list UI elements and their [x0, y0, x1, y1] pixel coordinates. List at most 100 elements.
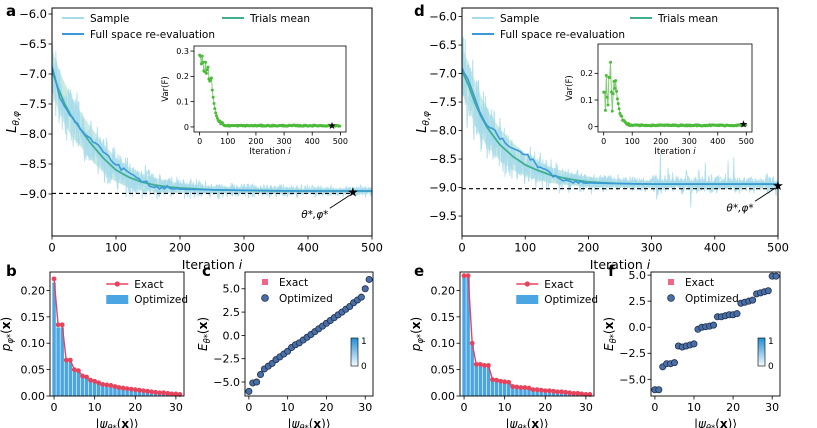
colorbar-min-label: 0 — [361, 362, 367, 372]
exact-point — [481, 362, 487, 368]
legend-label-exact: Exact — [544, 279, 573, 291]
panel-c: 0 10 20 30−5.0−2.50.02.55.0 ExactOptimized10… — [196, 271, 374, 428]
y-tick-label: 0.05 — [431, 364, 456, 377]
exact-point — [71, 367, 77, 373]
optimized-bar — [72, 370, 77, 396]
x-tick-label: 300 — [233, 241, 255, 255]
optimum-star: ★ — [772, 179, 784, 194]
x-tick-label: 30 — [169, 401, 183, 414]
legend-swatch-optimized — [516, 295, 539, 304]
exact-point — [63, 357, 69, 363]
variance-point — [606, 103, 610, 107]
optimized-bar — [486, 365, 491, 396]
legend-label-optimized: Optimized — [279, 293, 333, 305]
legend-label-optimized: Optimized — [685, 293, 739, 305]
exact-point — [490, 377, 495, 383]
optimized-point — [361, 285, 369, 293]
variance-point — [614, 79, 618, 83]
optimized-point — [670, 359, 678, 367]
variance-point — [204, 71, 208, 75]
panel-d: 0 100 200 300 400 500 −9.5 −9.0 −8.5 −8.0 −7.5 −7.0… — [415, 7, 789, 272]
x-tick-label: 10 — [687, 401, 701, 414]
optimized-bar — [470, 344, 474, 396]
y-tick-label: −2.5 — [619, 347, 646, 360]
variance-point — [338, 124, 342, 128]
x-tick-label: 300 — [641, 241, 663, 255]
optimized-bar — [482, 365, 487, 396]
y-tick-label: −5.0 — [619, 373, 646, 386]
x-tick-label: 400 — [305, 137, 320, 146]
exact-point — [76, 368, 81, 374]
legend-marker-optimized — [667, 294, 675, 302]
optimized-bar — [129, 389, 133, 396]
legend-label-exact: Exact — [134, 279, 163, 291]
x-tick-label: 100 — [625, 137, 640, 146]
variance-point — [605, 95, 609, 99]
axes-frame — [51, 7, 373, 237]
optimized-bar — [490, 380, 495, 396]
optimized-bar — [519, 387, 523, 396]
exact-point — [579, 391, 585, 397]
optimized-bar — [105, 385, 109, 396]
y-tick-label: 0.1 — [176, 98, 189, 107]
optimized-point — [245, 387, 253, 395]
y-tick-label: −7.5 — [429, 95, 457, 109]
y-tick-label: −5.0 — [213, 376, 240, 389]
optimized-bar — [68, 361, 73, 396]
legend-label-exact: Exact — [279, 277, 308, 289]
optimized-bar — [507, 382, 511, 396]
legend-label-exact: Exact — [685, 277, 714, 289]
optimized-bar — [511, 387, 515, 396]
exact-point — [477, 361, 483, 367]
exact-point — [559, 389, 564, 395]
optimized-bar — [462, 277, 466, 396]
y-tick-label: 0 — [184, 123, 189, 132]
optimized-point — [772, 272, 780, 280]
exact-point — [571, 390, 577, 396]
panel-label-e: e — [414, 262, 424, 280]
exact-point — [534, 387, 540, 393]
exact-point — [108, 383, 114, 388]
x-tick-label: 0 — [461, 401, 468, 414]
optimized-bar — [531, 389, 535, 396]
x-tick-label: 100 — [220, 137, 235, 146]
y-tick-label: −7.0 — [429, 67, 457, 81]
y-axis-label: Lθ,φ — [5, 111, 22, 133]
exact-point — [510, 384, 516, 389]
colorbar-max-label: 1 — [361, 337, 367, 347]
optimized-bar — [515, 387, 519, 396]
exact-point — [530, 387, 536, 393]
y-tick-label: 2.5 — [223, 306, 241, 319]
optimum-arrow — [754, 187, 776, 202]
exact-point — [92, 378, 98, 384]
y-tick-label: 0.0 — [223, 329, 241, 342]
legend-label-full: Full space re-evaluation — [500, 29, 625, 41]
y-tick-label: 0.2 — [176, 72, 189, 81]
exact-point — [149, 389, 154, 395]
colorbar-min-label: 0 — [768, 362, 774, 372]
exact-point — [136, 387, 142, 393]
x-tick-label: 500 — [333, 137, 348, 146]
exact-point — [461, 273, 467, 279]
optimized-bar — [125, 389, 129, 396]
y-tick-label: 2.5 — [629, 295, 647, 308]
x-tick-label: 500 — [361, 241, 383, 255]
optimized-bar — [498, 381, 503, 396]
variance-point — [215, 114, 219, 118]
optimum-star: ★ — [347, 186, 359, 201]
exact-point — [67, 357, 73, 363]
exact-point — [153, 389, 158, 395]
y-tick-label: 0.00 — [21, 390, 46, 403]
x-axis-label: |ψθ*(x)⟩ — [287, 417, 330, 428]
exact-point — [157, 390, 163, 396]
optimized-point — [749, 296, 757, 304]
x-tick-label: 200 — [577, 241, 599, 255]
y-tick-label: −9.0 — [429, 181, 457, 195]
exact-point — [518, 385, 524, 390]
variance-point — [213, 107, 217, 111]
axes-frame — [461, 7, 779, 237]
exact-point — [124, 386, 130, 392]
panel-label-d: d — [414, 2, 425, 20]
exact-point — [522, 385, 528, 390]
y-tick-label: 0.0 — [629, 321, 647, 334]
